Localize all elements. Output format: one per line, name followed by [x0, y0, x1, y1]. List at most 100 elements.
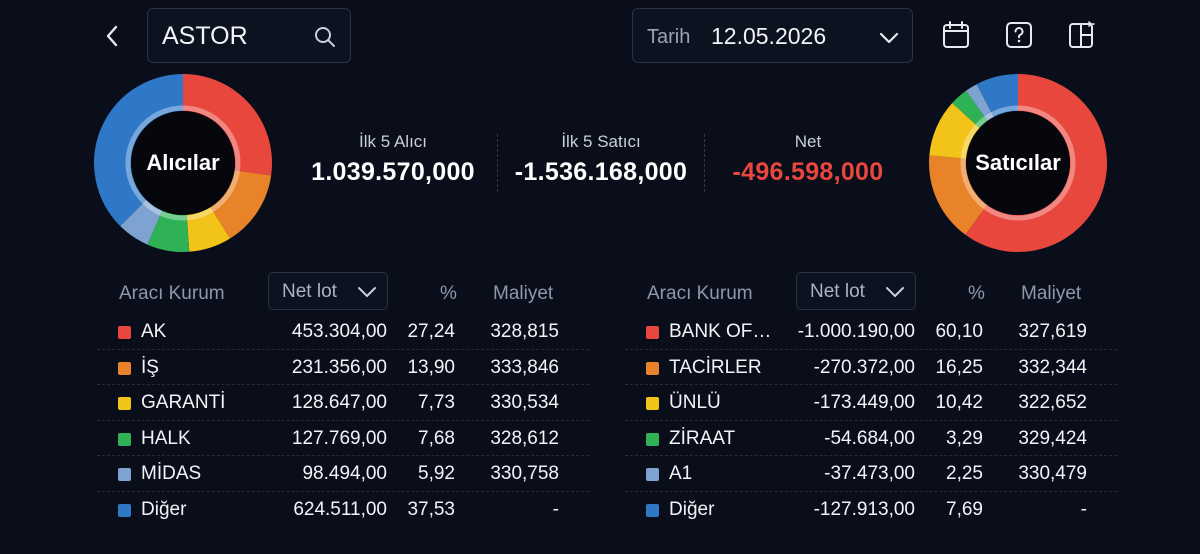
chevron-down-icon: [879, 32, 899, 44]
broker-name: MİDAS: [141, 463, 202, 484]
broker-name: GARANTİ: [141, 392, 226, 413]
percent-value: 5,92: [418, 463, 455, 484]
chevron-left-icon: [106, 25, 118, 47]
net-lot-value: -1.000.190,00: [797, 321, 915, 342]
table-row[interactable]: ZİRAAT -54.684,00 3,29 329,424: [625, 421, 1117, 456]
cost-value: 330,479: [1018, 463, 1087, 484]
table-row[interactable]: Diğer 624.511,00 37,53 -: [97, 492, 589, 528]
net-lot-value: -37.473,00: [824, 463, 915, 484]
divider: [704, 134, 705, 192]
search-field[interactable]: [147, 8, 351, 63]
sellers-table: Aracı Kurum Net lot % Maliyet BANK OF… -1…: [625, 270, 1117, 527]
broker-name: İŞ: [141, 356, 159, 378]
donut-hole: [966, 111, 1070, 215]
top5-buyers-label: İlk 5 Alıcı: [358, 132, 428, 151]
broker-header: Aracı Kurum: [119, 283, 225, 304]
cost-header: Maliyet: [1021, 283, 1082, 304]
net-lot-sort-dropdown[interactable]: Net lot: [796, 272, 916, 310]
table-row[interactable]: Diğer -127.913,00 7,69 -: [625, 492, 1117, 528]
broker-name: BANK OF…: [669, 321, 772, 342]
donut-slice: [183, 74, 272, 176]
broker-name: HALK: [141, 427, 191, 449]
donut-inner-ring: [960, 105, 1076, 221]
top5-sellers-label: İlk 5 Satıcı: [561, 132, 641, 151]
legend-swatch: [118, 503, 131, 517]
legend-swatch: [646, 326, 659, 339]
date-value: 12.05.2026: [711, 23, 827, 49]
net-lot-sort-dropdown[interactable]: Net lot: [268, 272, 388, 310]
legend-swatch: [118, 361, 131, 375]
donut-slice: [186, 207, 231, 252]
date-selector[interactable]: Tarih 12.05.2026: [632, 8, 913, 63]
donut-slice: [94, 74, 183, 227]
donut-slice: [929, 155, 988, 235]
cost-value: 329,424: [1018, 427, 1087, 449]
legend-swatch: [646, 468, 659, 481]
net-value: -496.598,000: [732, 158, 884, 186]
percent-value: 2,25: [946, 463, 983, 484]
net-lot-value: -173.449,00: [813, 392, 915, 413]
donut-hole: [131, 111, 235, 215]
legend-swatch: [118, 397, 131, 410]
table-header: Aracı Kurum Net lot % Maliyet: [625, 270, 1117, 314]
net-lot-value: -54.684,00: [824, 427, 915, 449]
broker-name: ZİRAAT: [669, 427, 736, 449]
net-lot-value: 624.511,00: [293, 498, 387, 520]
net-lot-value: 453.304,00: [291, 321, 387, 342]
search-icon[interactable]: [314, 26, 336, 48]
percent-value: 7,68: [418, 427, 455, 449]
cost-value: 328,815: [490, 321, 559, 342]
cost-value: 322,652: [1018, 392, 1087, 413]
table-row[interactable]: AK 453.304,00 27,24 328,815: [97, 314, 589, 350]
donut-inner-ring: [125, 105, 241, 221]
cost-value: 330,758: [490, 463, 559, 484]
legend-swatch: [646, 361, 659, 375]
cost-value: 328,612: [490, 427, 559, 449]
calendar-button[interactable]: [939, 18, 973, 52]
cost-value: 330,534: [490, 392, 559, 413]
table-row[interactable]: GARANTİ 128.647,00 7,73 330,534: [97, 385, 589, 421]
percent-header: %: [968, 283, 985, 304]
table-header: Aracı Kurum Net lot % Maliyet: [97, 270, 589, 314]
donut-slice: [147, 210, 190, 252]
search-input[interactable]: [162, 19, 312, 53]
divider: [497, 134, 498, 192]
percent-value: 16,25: [935, 356, 983, 378]
buyers-donut-label: Alıcılar: [146, 150, 220, 175]
percent-value: 7,73: [418, 392, 455, 413]
table-row[interactable]: TACİRLER -270.372,00 16,25 332,344: [625, 350, 1117, 385]
sellers-donut-chart: [929, 74, 1107, 252]
table-row[interactable]: BANK OF… -1.000.190,00 60,10 327,619: [625, 314, 1117, 350]
chevron-down-icon: [886, 287, 904, 297]
donut-slice: [952, 90, 988, 128]
legend-swatch: [646, 432, 659, 446]
layout-button[interactable]: [1065, 18, 1099, 52]
percent-value: 60,10: [935, 321, 983, 342]
table-row[interactable]: HALK 127.769,00 7,68 328,612: [97, 421, 589, 456]
table-row[interactable]: ÜNLÜ -173.449,00 10,42 322,652: [625, 385, 1117, 421]
broker-name: AK: [141, 321, 167, 342]
buyers-donut: Alıcılar: [93, 73, 273, 253]
donut-slice: [965, 74, 1107, 252]
table-row[interactable]: İŞ 231.356,00 13,90 333,846: [97, 350, 589, 385]
help-button[interactable]: [1002, 18, 1036, 52]
sellers-rows: BANK OF… -1.000.190,00 60,10 327,619 TACİRLE…: [625, 314, 1117, 527]
legend-swatch: [118, 326, 131, 339]
donut-slice: [965, 84, 994, 121]
cost-value: -: [552, 498, 559, 520]
buyers-rows: AK 453.304,00 27,24 328,815 İŞ 231.356,00 13,9…: [97, 314, 589, 527]
net-lot-value: 128.647,00: [291, 392, 387, 413]
buyers-table: Aracı Kurum Net lot % Maliyet AK 453.304,…: [97, 270, 589, 527]
help-icon: [1006, 22, 1032, 48]
back-button[interactable]: [96, 20, 128, 52]
sort-label: Net lot: [810, 281, 865, 302]
cost-value: -: [1080, 498, 1087, 520]
sellers-donut-label: Satıcılar: [975, 150, 1061, 175]
donut-slice: [929, 103, 980, 159]
percent-header: %: [440, 283, 457, 304]
cost-value: 333,846: [490, 356, 559, 378]
net-lot-value: 98.494,00: [302, 463, 387, 484]
table-row[interactable]: MİDAS 98.494,00 5,92 330,758: [97, 456, 589, 492]
table-row[interactable]: A1 -37.473,00 2,25 330,479: [625, 456, 1117, 492]
cost-value: 332,344: [1018, 356, 1087, 378]
